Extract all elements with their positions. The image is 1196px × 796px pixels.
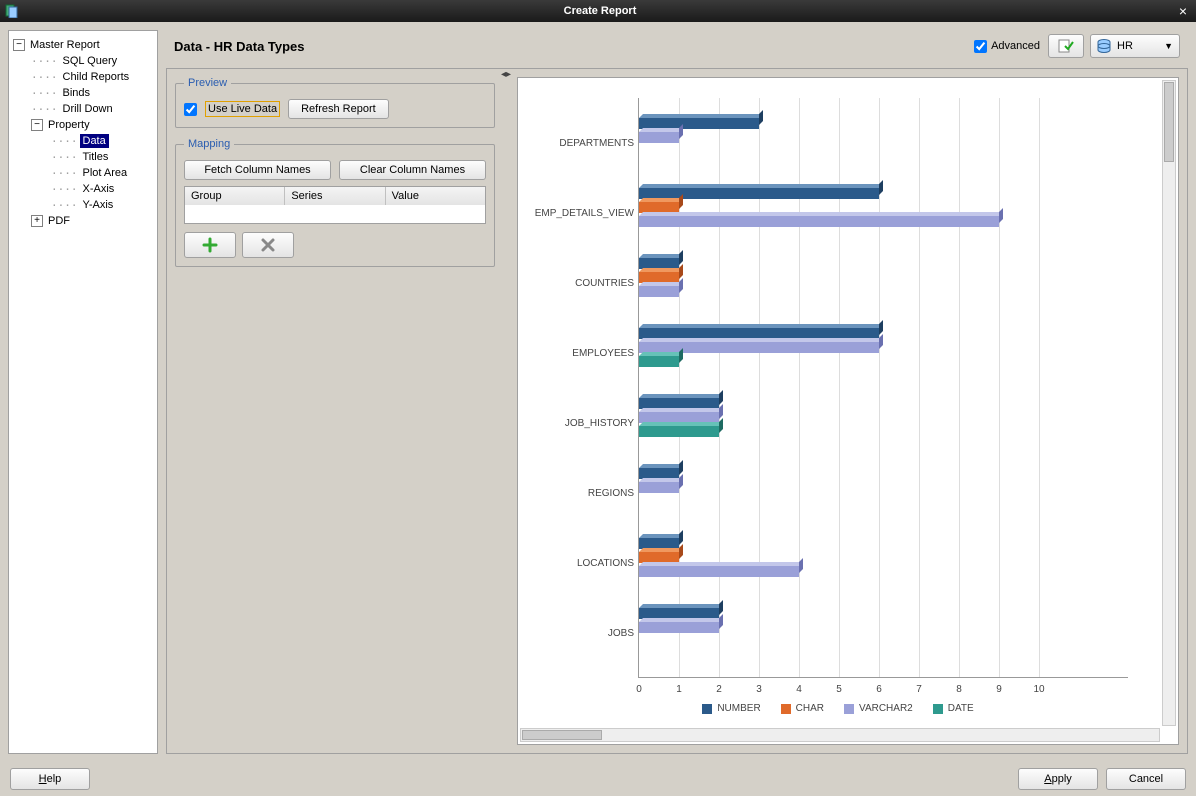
- close-icon[interactable]: ×: [1174, 3, 1192, 19]
- tree-plot-area[interactable]: Plot Area: [80, 166, 131, 180]
- x-icon: [260, 237, 276, 253]
- fetch-columns-button[interactable]: Fetch Column Names: [184, 160, 331, 180]
- preview-group: Preview Use Live Data Refresh Report: [175, 77, 495, 128]
- plus-icon: [202, 237, 218, 253]
- help-button[interactable]: Help: [10, 768, 90, 790]
- tree-drill-down[interactable]: Drill Down: [60, 102, 116, 116]
- app-icon: [4, 3, 20, 19]
- col-series[interactable]: Series: [285, 187, 385, 205]
- help-mnemonic: H: [39, 773, 47, 785]
- page-title: Data - HR Data Types: [174, 39, 974, 54]
- tree-titles[interactable]: Titles: [80, 150, 112, 164]
- horizontal-scrollbar[interactable]: [520, 728, 1160, 742]
- delete-row-button[interactable]: [242, 232, 294, 258]
- advanced-label: Advanced: [991, 40, 1040, 52]
- tree-toggle[interactable]: −: [13, 39, 25, 51]
- splitter[interactable]: ◂▸: [503, 69, 509, 753]
- mapping-row[interactable]: [185, 205, 485, 223]
- chevron-down-icon: ▼: [1164, 41, 1173, 51]
- mapping-table: Group Series Value: [184, 186, 486, 224]
- tree-toggle[interactable]: −: [31, 119, 43, 131]
- mapping-legend: Mapping: [184, 138, 234, 150]
- chart-legend: NUMBERCHARVARCHAR2DATE: [528, 703, 1148, 714]
- advanced-checkbox[interactable]: Advanced: [974, 40, 1040, 53]
- tree-panel: −Master Report ····SQL Query ····Child R…: [8, 30, 158, 754]
- titlebar: Create Report ×: [0, 0, 1196, 22]
- col-group[interactable]: Group: [185, 187, 285, 205]
- cancel-button[interactable]: Cancel: [1106, 768, 1186, 790]
- database-icon: [1097, 39, 1111, 53]
- add-row-button[interactable]: [184, 232, 236, 258]
- chart-preview: 012345678910DEPARTMENTSEMP_DETAILS_VIEWC…: [517, 77, 1179, 745]
- splitter-grip-icon: ◂▸: [501, 69, 511, 80]
- tree-toggle[interactable]: +: [31, 215, 43, 227]
- apply-mnemonic: A: [1044, 773, 1051, 785]
- vertical-scrollbar[interactable]: [1162, 80, 1176, 726]
- chart-plot: 012345678910DEPARTMENTSEMP_DETAILS_VIEWC…: [638, 98, 1128, 678]
- tree-binds[interactable]: Binds: [60, 86, 94, 100]
- tree-x-axis[interactable]: X-Axis: [80, 182, 118, 196]
- validate-button[interactable]: [1048, 34, 1084, 58]
- window-title: Create Report: [26, 5, 1174, 17]
- refresh-report-button[interactable]: Refresh Report: [288, 99, 389, 119]
- preview-legend: Preview: [184, 77, 231, 89]
- tree-data[interactable]: Data: [80, 134, 109, 148]
- datasource-label: HR: [1117, 40, 1133, 52]
- use-live-data-checkbox[interactable]: [184, 103, 197, 116]
- button-bar: Help Apply Cancel: [0, 762, 1196, 796]
- tree-master-report[interactable]: Master Report: [27, 38, 103, 52]
- tree-sql-query[interactable]: SQL Query: [60, 54, 121, 68]
- use-live-data-label[interactable]: Use Live Data: [205, 101, 280, 117]
- tree-child-reports[interactable]: Child Reports: [60, 70, 133, 84]
- tree-pdf[interactable]: PDF: [45, 214, 73, 228]
- datasource-combo[interactable]: HR ▼: [1090, 34, 1180, 58]
- tree-y-axis[interactable]: Y-Axis: [80, 198, 117, 212]
- apply-button[interactable]: Apply: [1018, 768, 1098, 790]
- tree-property[interactable]: Property: [45, 118, 93, 132]
- mapping-group: Mapping Fetch Column Names Clear Column …: [175, 138, 495, 267]
- advanced-checkbox-input[interactable]: [974, 40, 987, 53]
- clear-columns-button[interactable]: Clear Column Names: [339, 160, 486, 180]
- col-value[interactable]: Value: [386, 187, 485, 205]
